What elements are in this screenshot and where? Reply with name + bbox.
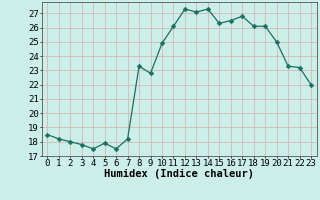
- X-axis label: Humidex (Indice chaleur): Humidex (Indice chaleur): [104, 169, 254, 179]
